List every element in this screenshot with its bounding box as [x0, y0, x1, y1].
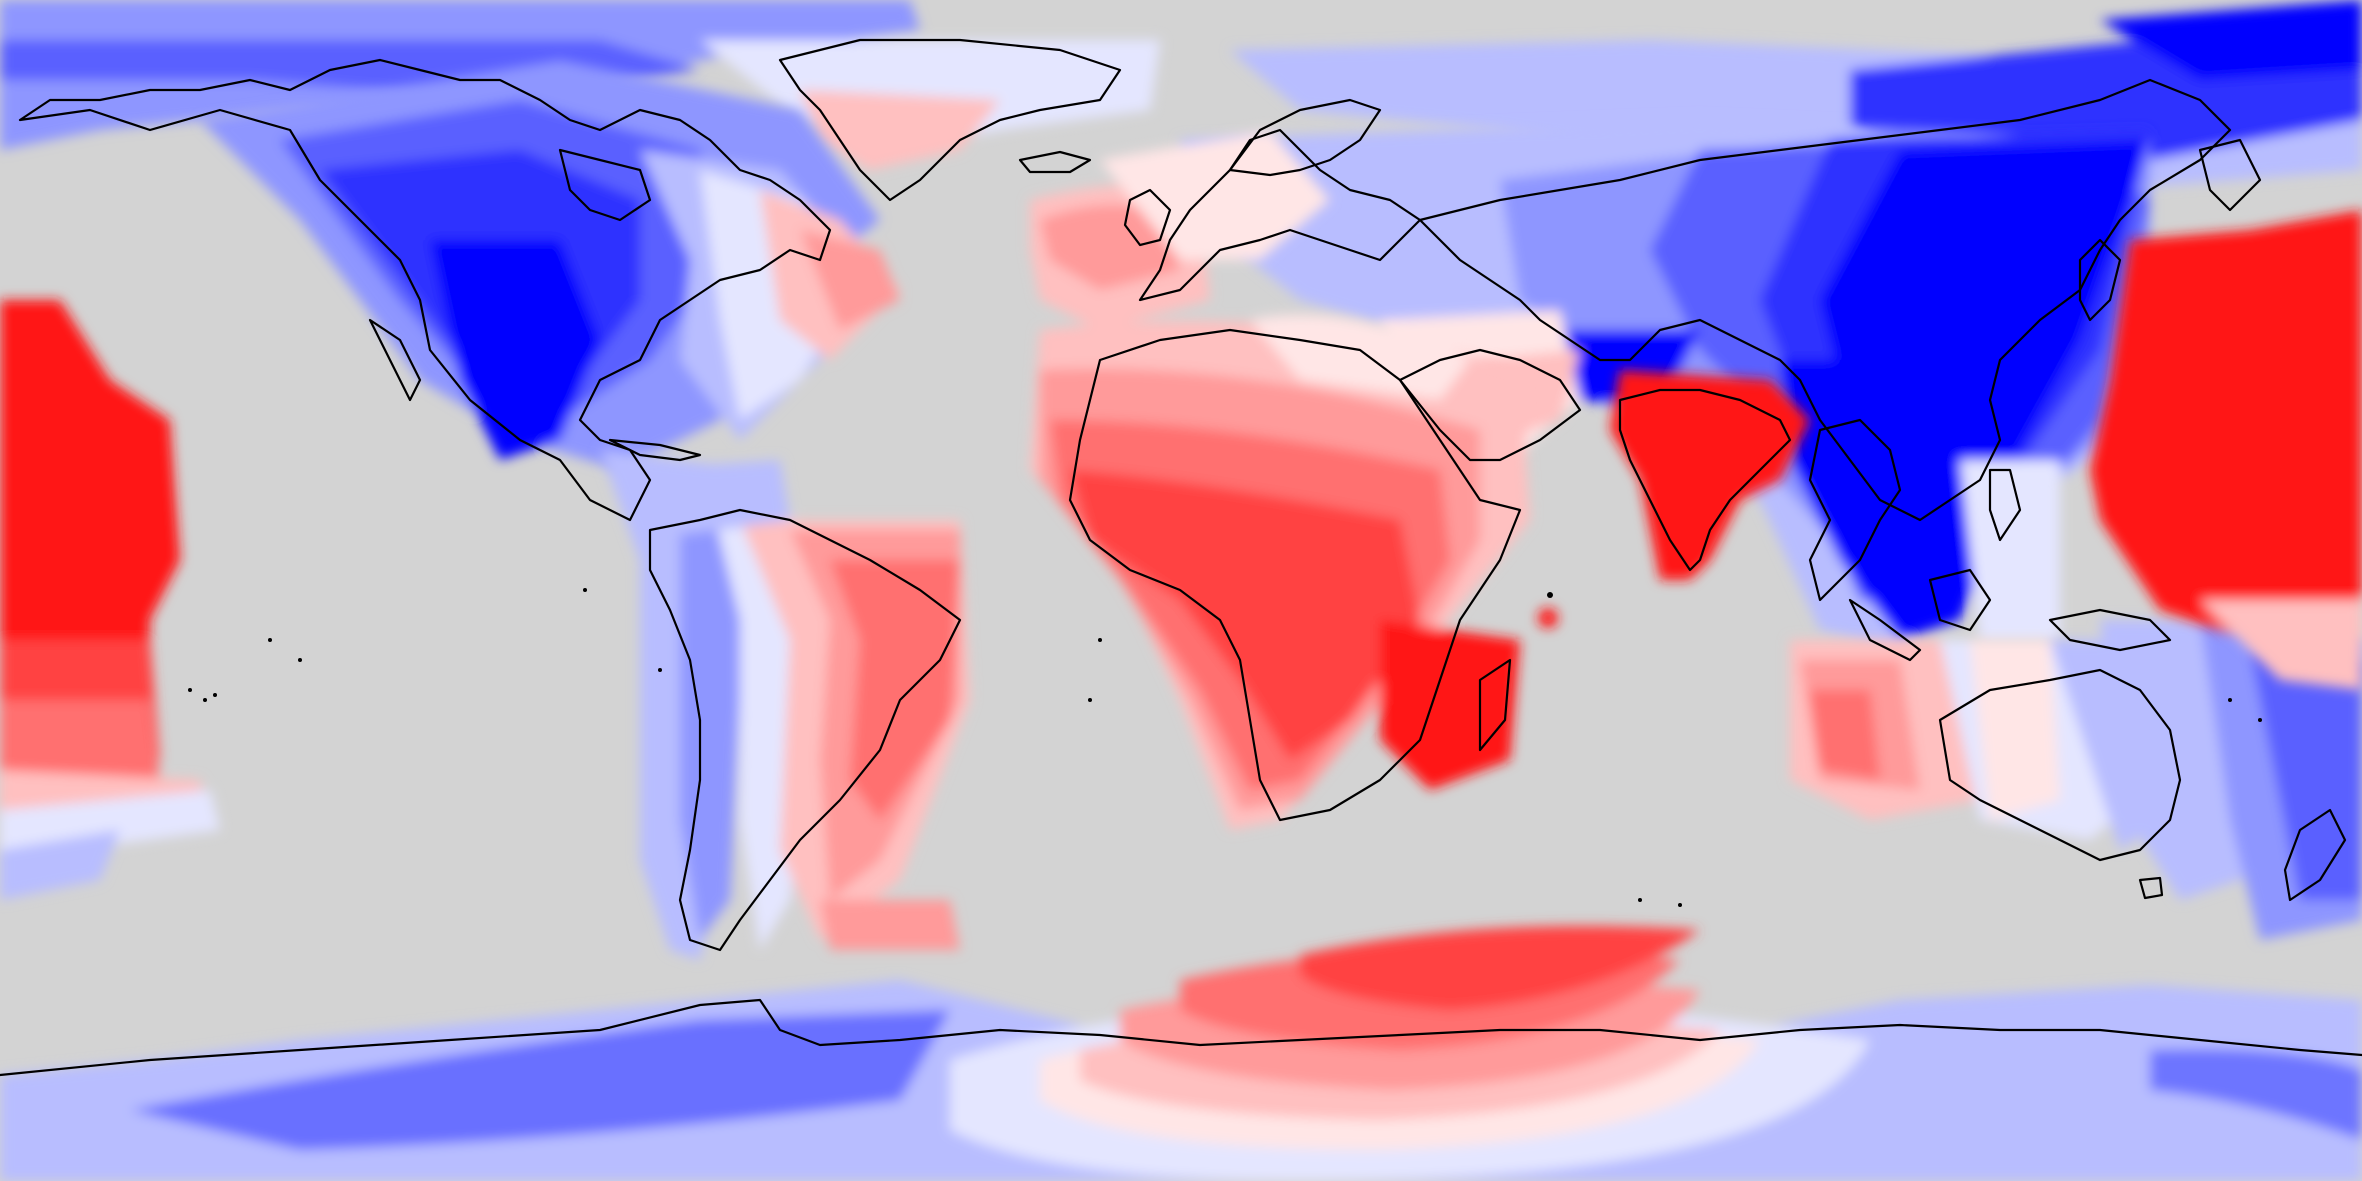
coast-scandinavia [1228, 98, 1382, 177]
coast-hudson-bay [558, 148, 652, 222]
europe-africa-red-field [1030, 130, 1558, 830]
coast-cuba [608, 438, 702, 462]
coast-europe [1138, 128, 1422, 302]
eurasia-field [1180, 120, 2150, 650]
coast-iceland [1018, 150, 1092, 174]
coast-arabia [1398, 348, 1582, 462]
coast-baja [368, 318, 422, 402]
coast-north-america [18, 58, 832, 522]
india-red-field [1610, 370, 1810, 580]
small-islands [188, 588, 2262, 907]
coast-south-america [648, 508, 962, 952]
coast-borneo [1928, 568, 1992, 632]
coast-madagascar [1478, 658, 1512, 752]
coast-indochina [1808, 418, 1902, 602]
coast-philippines [1988, 468, 2022, 542]
coast-new-guinea [2048, 608, 2172, 652]
pacific-red-field [0, 210, 2362, 900]
coast-india [1618, 388, 1792, 572]
coast-kamchatka [2198, 138, 2262, 212]
coast-tasmania [2138, 876, 2164, 900]
coast-africa [1068, 328, 1522, 822]
coast-japan [2078, 238, 2122, 322]
north-america-field [200, 60, 900, 470]
coast-antarctica [0, 998, 2362, 1077]
coast-new-zealand [2283, 808, 2347, 902]
coast-australia [1938, 668, 2182, 862]
coast-sumatra [1848, 598, 1922, 662]
coastlines [0, 38, 2362, 1077]
coast-greenland [778, 38, 1122, 202]
coast-british-isles [1123, 188, 1172, 247]
australia-field [1790, 620, 2362, 940]
coast-asia [1418, 78, 2232, 522]
